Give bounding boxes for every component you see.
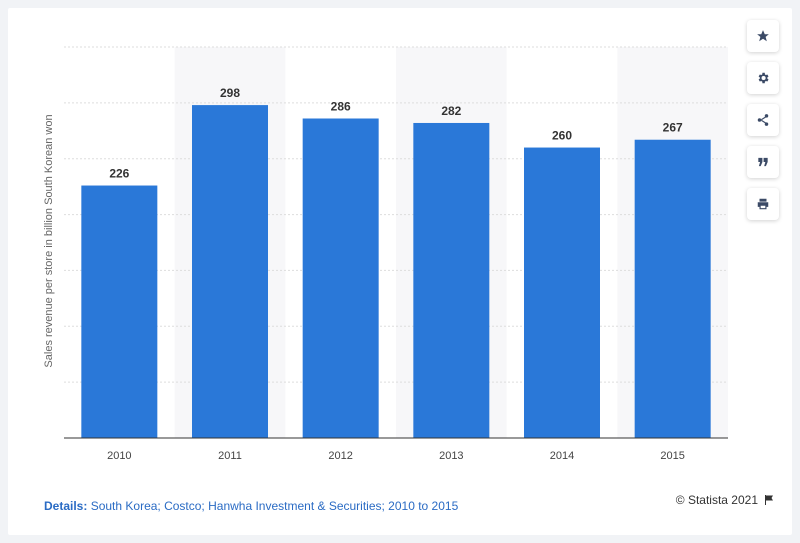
statista-credit[interactable]: © Statista 2021 xyxy=(676,493,775,507)
x-tick-2011: 2011 xyxy=(218,450,242,462)
data-label-2010: 226 xyxy=(109,167,129,181)
print-button[interactable] xyxy=(747,188,779,220)
data-label-2011: 298 xyxy=(220,86,240,100)
bar-2013 xyxy=(413,122,490,439)
x-tick-2015: 2015 xyxy=(660,450,684,462)
data-label-2014: 260 xyxy=(552,129,572,143)
bar-2010 xyxy=(81,185,158,438)
data-label-2015: 267 xyxy=(663,121,683,135)
print-icon xyxy=(757,198,769,210)
credit-text: © Statista 2021 xyxy=(675,493,758,507)
settings-button[interactable] xyxy=(747,62,779,94)
y-axis-label: Sales revenue per store in billion South… xyxy=(43,114,55,368)
star-icon xyxy=(757,30,769,42)
bar-2012 xyxy=(302,118,379,439)
favorite-button[interactable] xyxy=(747,20,779,52)
bar-2011 xyxy=(192,105,268,438)
cite-button[interactable] xyxy=(747,146,779,178)
bar-2014 xyxy=(524,147,600,439)
data-label-2012: 286 xyxy=(331,99,351,113)
flag-icon xyxy=(765,495,773,505)
x-tick-2013: 2013 xyxy=(439,450,463,462)
gear-icon xyxy=(758,72,769,84)
bar-2015 xyxy=(634,139,711,439)
details-line: Details: South Korea; Costco; Hanwha Inv… xyxy=(44,499,458,513)
quote-icon xyxy=(758,157,768,167)
details-label: Details: xyxy=(44,499,88,513)
share-icon xyxy=(757,114,769,126)
details-text: South Korea; Costco; Hanwha Investment &… xyxy=(90,499,459,513)
x-tick-2010: 2010 xyxy=(107,450,131,462)
share-button[interactable] xyxy=(747,104,779,136)
x-tick-2014: 2014 xyxy=(550,450,574,462)
toolbar xyxy=(747,20,779,230)
x-tick-2012: 2012 xyxy=(328,450,352,462)
data-label-2013: 282 xyxy=(441,104,461,118)
